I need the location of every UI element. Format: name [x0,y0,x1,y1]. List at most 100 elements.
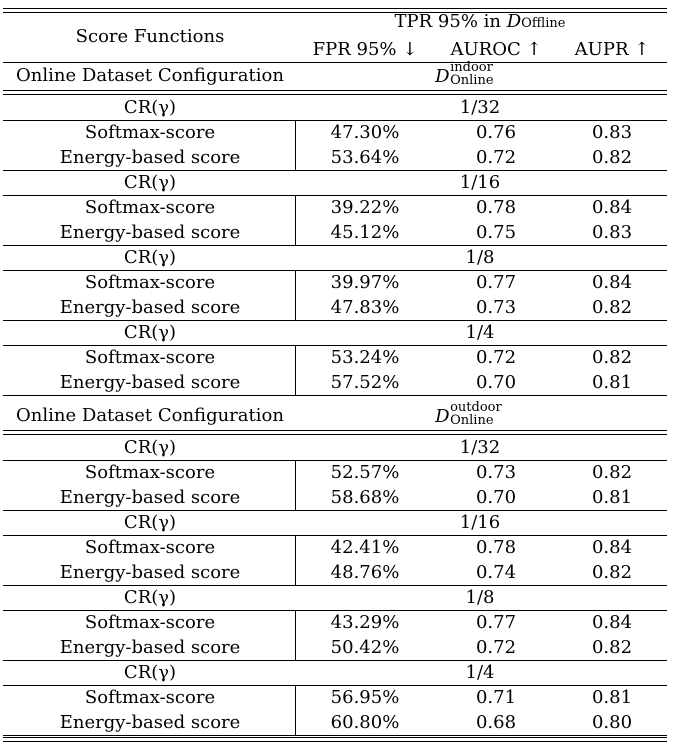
score-function-name: Energy-based score [59,487,241,508]
header-col-fpr: FPR 95% ↓ [312,39,418,60]
score-function-name: Softmax-score [84,347,216,368]
score-function-name: Energy-based score [59,147,241,168]
cr-label: CR(γ) [123,322,177,343]
aupr-value: 0.82 [591,347,633,368]
cr-label: CR(γ) [123,247,177,268]
fpr-value: 53.24% [330,347,400,368]
compression-ratio: 1/8 [465,247,495,268]
cr-label: CR(γ) [123,172,177,193]
aupr-value: 0.82 [591,297,633,318]
score-function-name: Energy-based score [59,222,241,243]
column-divider [295,610,296,661]
row-rule [3,320,667,321]
row-rule [3,585,667,586]
auroc-value: 0.78 [475,537,517,558]
row-rule [3,395,667,396]
score-function-name: Energy-based score [59,297,241,318]
header-col-auroc: AUROC ↑ [450,39,542,60]
column-divider [295,345,296,396]
group-rule [3,195,667,196]
fpr-value: 48.76% [330,562,400,583]
row-rule [3,170,667,171]
fpr-value: 39.97% [330,272,400,293]
auroc-value: 0.78 [475,197,517,218]
cr-label: CR(γ) [123,587,177,608]
bottom-rule [3,737,667,738]
row-rule [3,660,667,661]
fpr-value: 57.52% [330,372,400,393]
config-label: Online Dataset Configuration [16,405,284,426]
group-rule [3,685,667,686]
header-rule [3,62,667,63]
fpr-value: 56.95% [330,687,400,708]
aupr-value: 0.84 [591,272,633,293]
config-label: Online Dataset Configuration [16,65,284,86]
compression-ratio: 1/8 [465,587,495,608]
auroc-value: 0.77 [475,272,517,293]
fpr-value: 43.29% [330,612,400,633]
aupr-value: 0.81 [591,487,633,508]
aupr-value: 0.81 [591,687,633,708]
auroc-value: 0.76 [475,122,517,143]
compression-ratio: 1/16 [459,172,501,193]
auroc-value: 0.73 [475,462,517,483]
cr-label: CR(γ) [123,662,177,683]
group-rule [3,120,667,121]
fpr-value: 42.41% [330,537,400,558]
auroc-value: 0.71 [475,687,517,708]
config-rule [3,90,667,91]
header-score-functions: Score Functions [75,26,225,47]
dataset-d-symbol: D [435,406,450,427]
top-rule [3,8,667,9]
cr-label: CR(γ) [123,437,177,458]
compression-ratio: 1/32 [459,97,501,118]
dataset-sub: Online [450,73,494,88]
fpr-value: 39.22% [330,197,400,218]
header-offline-sub: Offline [521,16,566,31]
aupr-value: 0.81 [591,372,633,393]
column-divider [295,270,296,321]
dataset-d-symbol: D [435,66,450,87]
auroc-value: 0.70 [475,487,517,508]
aupr-value: 0.82 [591,147,633,168]
fpr-value: 47.30% [330,122,400,143]
compression-ratio: 1/16 [459,512,501,533]
auroc-value: 0.70 [475,372,517,393]
header-tpr-prefix: TPR 95% in [394,11,507,32]
dataset-sub: Online [450,413,494,428]
score-function-name: Softmax-score [84,612,216,633]
auroc-value: 0.73 [475,297,517,318]
column-divider [295,685,296,736]
score-function-name: Softmax-score [84,687,216,708]
compression-ratio: 1/4 [465,662,495,683]
auroc-value: 0.77 [475,612,517,633]
aupr-value: 0.82 [591,562,633,583]
score-function-name: Softmax-score [84,537,216,558]
fpr-value: 52.57% [330,462,400,483]
aupr-value: 0.82 [591,462,633,483]
config-rule [3,430,667,431]
group-rule [3,610,667,611]
aupr-value: 0.83 [591,122,633,143]
score-function-name: Softmax-score [84,197,216,218]
score-function-name: Energy-based score [59,372,241,393]
aupr-value: 0.83 [591,222,633,243]
fpr-value: 60.80% [330,712,400,733]
column-divider [295,195,296,246]
dataset-sup: indoor [450,60,493,75]
aupr-value: 0.80 [591,712,633,733]
fpr-value: 50.42% [330,637,400,658]
header-tpr: TPR 95% in DOffline [395,13,566,31]
fpr-value: 53.64% [330,147,400,168]
aupr-value: 0.82 [591,637,633,658]
group-rule [3,460,667,461]
config-rule-inner [3,94,667,95]
fpr-value: 45.12% [330,222,400,243]
auroc-value: 0.72 [475,347,517,368]
compression-ratio: 1/32 [459,437,501,458]
aupr-value: 0.84 [591,612,633,633]
score-function-name: Softmax-score [84,462,216,483]
cr-label: CR(γ) [123,512,177,533]
score-function-name: Energy-based score [59,712,241,733]
auroc-value: 0.68 [475,712,517,733]
